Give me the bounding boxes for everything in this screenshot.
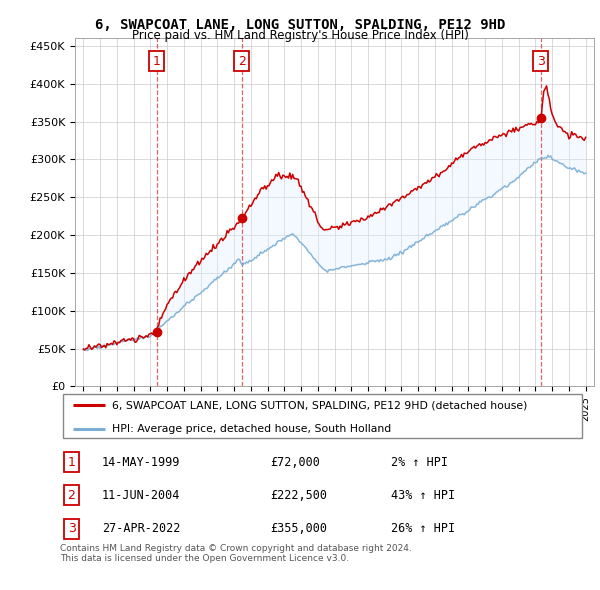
Text: 6, SWAPCOAT LANE, LONG SUTTON, SPALDING, PE12 9HD (detached house): 6, SWAPCOAT LANE, LONG SUTTON, SPALDING,… [113,400,528,410]
Text: 2% ↑ HPI: 2% ↑ HPI [391,456,448,469]
Text: 3: 3 [68,522,76,535]
Text: 1: 1 [68,456,76,469]
Text: 6, SWAPCOAT LANE, LONG SUTTON, SPALDING, PE12 9HD: 6, SWAPCOAT LANE, LONG SUTTON, SPALDING,… [95,18,505,32]
Text: 1: 1 [152,54,160,67]
Text: 11-JUN-2004: 11-JUN-2004 [102,489,181,502]
Text: 14-MAY-1999: 14-MAY-1999 [102,456,181,469]
Text: £72,000: £72,000 [270,456,320,469]
Text: 26% ↑ HPI: 26% ↑ HPI [391,522,455,535]
FancyBboxPatch shape [62,394,582,438]
Text: 27-APR-2022: 27-APR-2022 [102,522,181,535]
Text: 2: 2 [68,489,76,502]
Text: £222,500: £222,500 [270,489,327,502]
Text: 43% ↑ HPI: 43% ↑ HPI [391,489,455,502]
Text: £355,000: £355,000 [270,522,327,535]
Text: Contains HM Land Registry data © Crown copyright and database right 2024.
This d: Contains HM Land Registry data © Crown c… [60,544,412,563]
Text: 2: 2 [238,54,245,67]
Text: HPI: Average price, detached house, South Holland: HPI: Average price, detached house, Sout… [113,424,392,434]
Text: Price paid vs. HM Land Registry's House Price Index (HPI): Price paid vs. HM Land Registry's House … [131,30,469,42]
Text: 3: 3 [537,54,545,67]
